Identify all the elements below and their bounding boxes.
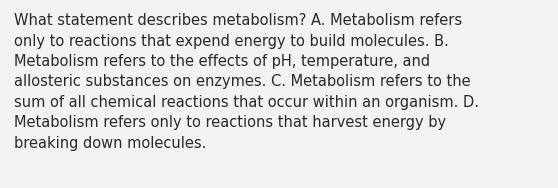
Text: What statement describes metabolism? A. Metabolism refers
only to reactions that: What statement describes metabolism? A. … [14, 13, 479, 151]
